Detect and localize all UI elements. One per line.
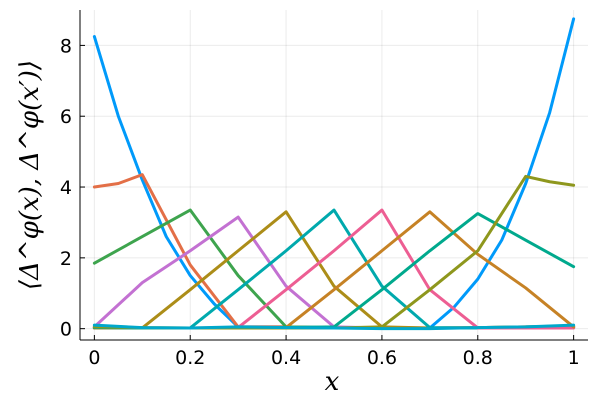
series-line-11 — [92, 323, 576, 331]
tick-labels: 0 0.2 0.4 0.6 0.8 1 0 2 4 6 8 — [60, 35, 580, 369]
y-tick-label: 0 — [60, 319, 72, 341]
y-tick-label: 6 — [60, 106, 72, 128]
series-group — [92, 17, 576, 331]
x-tick-label: 1 — [568, 347, 580, 369]
series-line-1 — [92, 17, 576, 330]
x-axis-label: x — [325, 367, 340, 397]
x-tick-label: 0.8 — [463, 347, 493, 369]
y-tick-label: 2 — [60, 248, 72, 270]
y-tick-label: 4 — [60, 177, 72, 199]
x-tick-label: 0.6 — [367, 347, 397, 369]
y-tick-label: 8 — [60, 35, 72, 57]
x-tick-label: 0 — [88, 347, 100, 369]
y-axis-label: ⟨Δ^φ(x), Δ^φ(x′)⟩ — [15, 60, 45, 290]
x-tick-label: 0.2 — [175, 347, 205, 369]
x-tick-label: 0.4 — [271, 347, 301, 369]
plot-frame — [79, 10, 588, 341]
